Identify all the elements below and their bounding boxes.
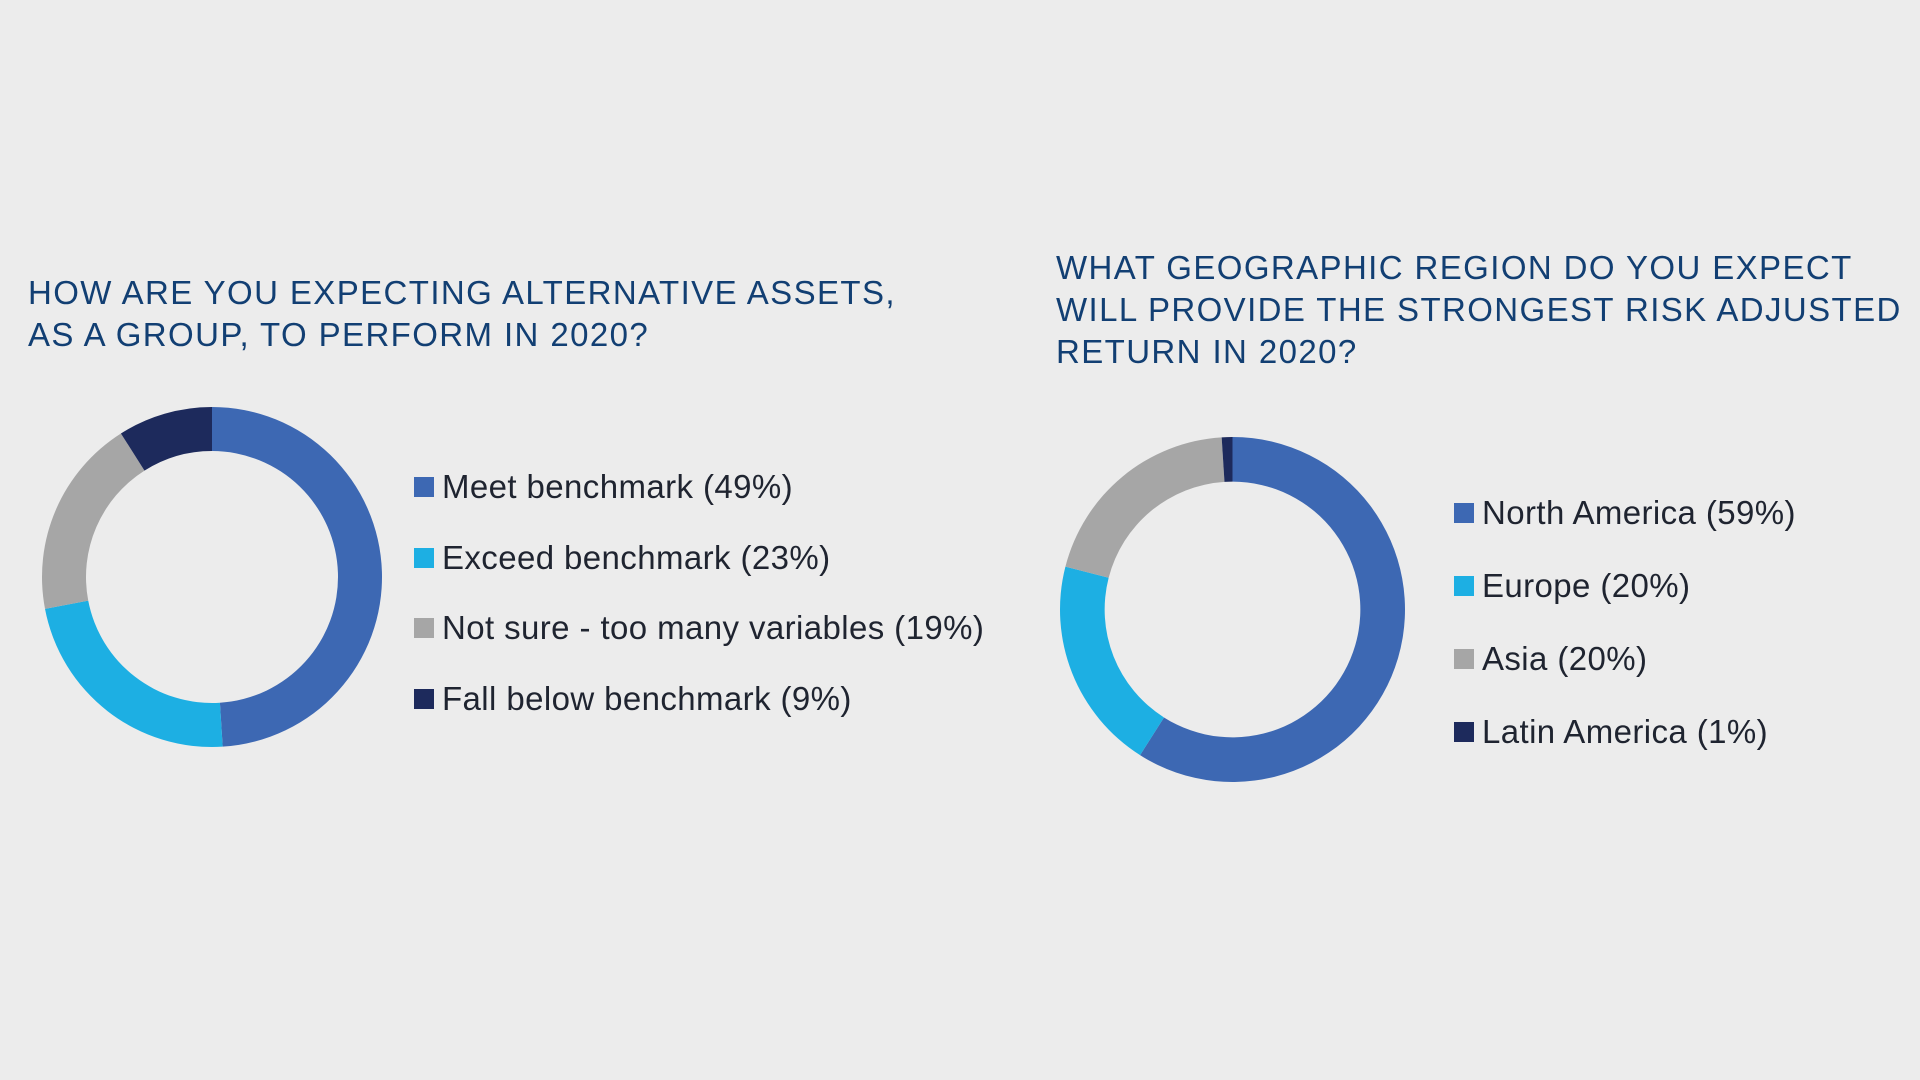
chart-risk-adjusted-region: WHAT GEOGRAPHIC REGION DO YOU EXPECT WIL… bbox=[1040, 0, 1920, 1080]
donut-slice-asia bbox=[1065, 437, 1225, 578]
legend-item: North America (59%) bbox=[1454, 476, 1796, 549]
legend-label: Exceed benchmark (23%) bbox=[442, 538, 831, 576]
donut-slice-exceed-benchmark bbox=[45, 600, 223, 747]
legend-label: Asia (20%) bbox=[1482, 639, 1648, 677]
legend-item: Not sure - too many variables (19%) bbox=[414, 593, 984, 664]
chart-legend: North America (59%) Europe (20%) Asia (2… bbox=[1454, 476, 1796, 768]
legend-label: Not sure - too many variables (19%) bbox=[442, 609, 985, 647]
donut-slice-meet-benchmark bbox=[212, 407, 383, 747]
donut-slice-fall-below-benchmark bbox=[120, 407, 212, 471]
legend-swatch bbox=[1454, 575, 1474, 596]
legend-item: Latin America (1%) bbox=[1454, 695, 1796, 768]
donut-chart bbox=[41, 407, 383, 747]
donut-slice-europe bbox=[1060, 566, 1164, 756]
legend-swatch bbox=[414, 688, 434, 709]
legend-label: Fall below benchmark (9%) bbox=[442, 679, 852, 717]
chart-alternative-assets-performance: HOW ARE YOU EXPECTING ALTERNATIVE ASSETS… bbox=[28, 274, 984, 747]
legend-label: Europe (20%) bbox=[1482, 566, 1691, 604]
legend-item: Exceed benchmark (23%) bbox=[414, 523, 984, 594]
donut-slice-not-sure-too-many-variables bbox=[41, 433, 145, 609]
legend-label: Meet benchmark (49%) bbox=[442, 468, 793, 506]
legend-label: North America (59%) bbox=[1482, 493, 1796, 531]
chart-legend: Meet benchmark (49%) Exceed benchmark (2… bbox=[414, 452, 984, 734]
donut-slice-latin-america bbox=[1221, 437, 1233, 482]
legend-swatch bbox=[414, 618, 434, 639]
legend-swatch bbox=[414, 477, 434, 498]
legend-item: Asia (20%) bbox=[1454, 622, 1796, 695]
legend-swatch bbox=[1454, 721, 1474, 742]
legend-swatch bbox=[414, 547, 434, 568]
legend-item: Europe (20%) bbox=[1454, 549, 1796, 622]
legend-label: Latin America (1%) bbox=[1482, 712, 1768, 750]
legend-item: Fall below benchmark (9%) bbox=[414, 664, 984, 735]
chart-title: HOW ARE YOU EXPECTING ALTERNATIVE ASSETS… bbox=[28, 274, 896, 353]
legend-swatch bbox=[1454, 648, 1474, 669]
donut-slice-north-america bbox=[1140, 437, 1405, 782]
legend-swatch bbox=[1454, 502, 1474, 523]
chart-title: WHAT GEOGRAPHIC REGION DO YOU EXPECT WIL… bbox=[1056, 249, 1902, 370]
donut-chart bbox=[1060, 437, 1405, 782]
legend-item: Meet benchmark (49%) bbox=[414, 452, 984, 523]
